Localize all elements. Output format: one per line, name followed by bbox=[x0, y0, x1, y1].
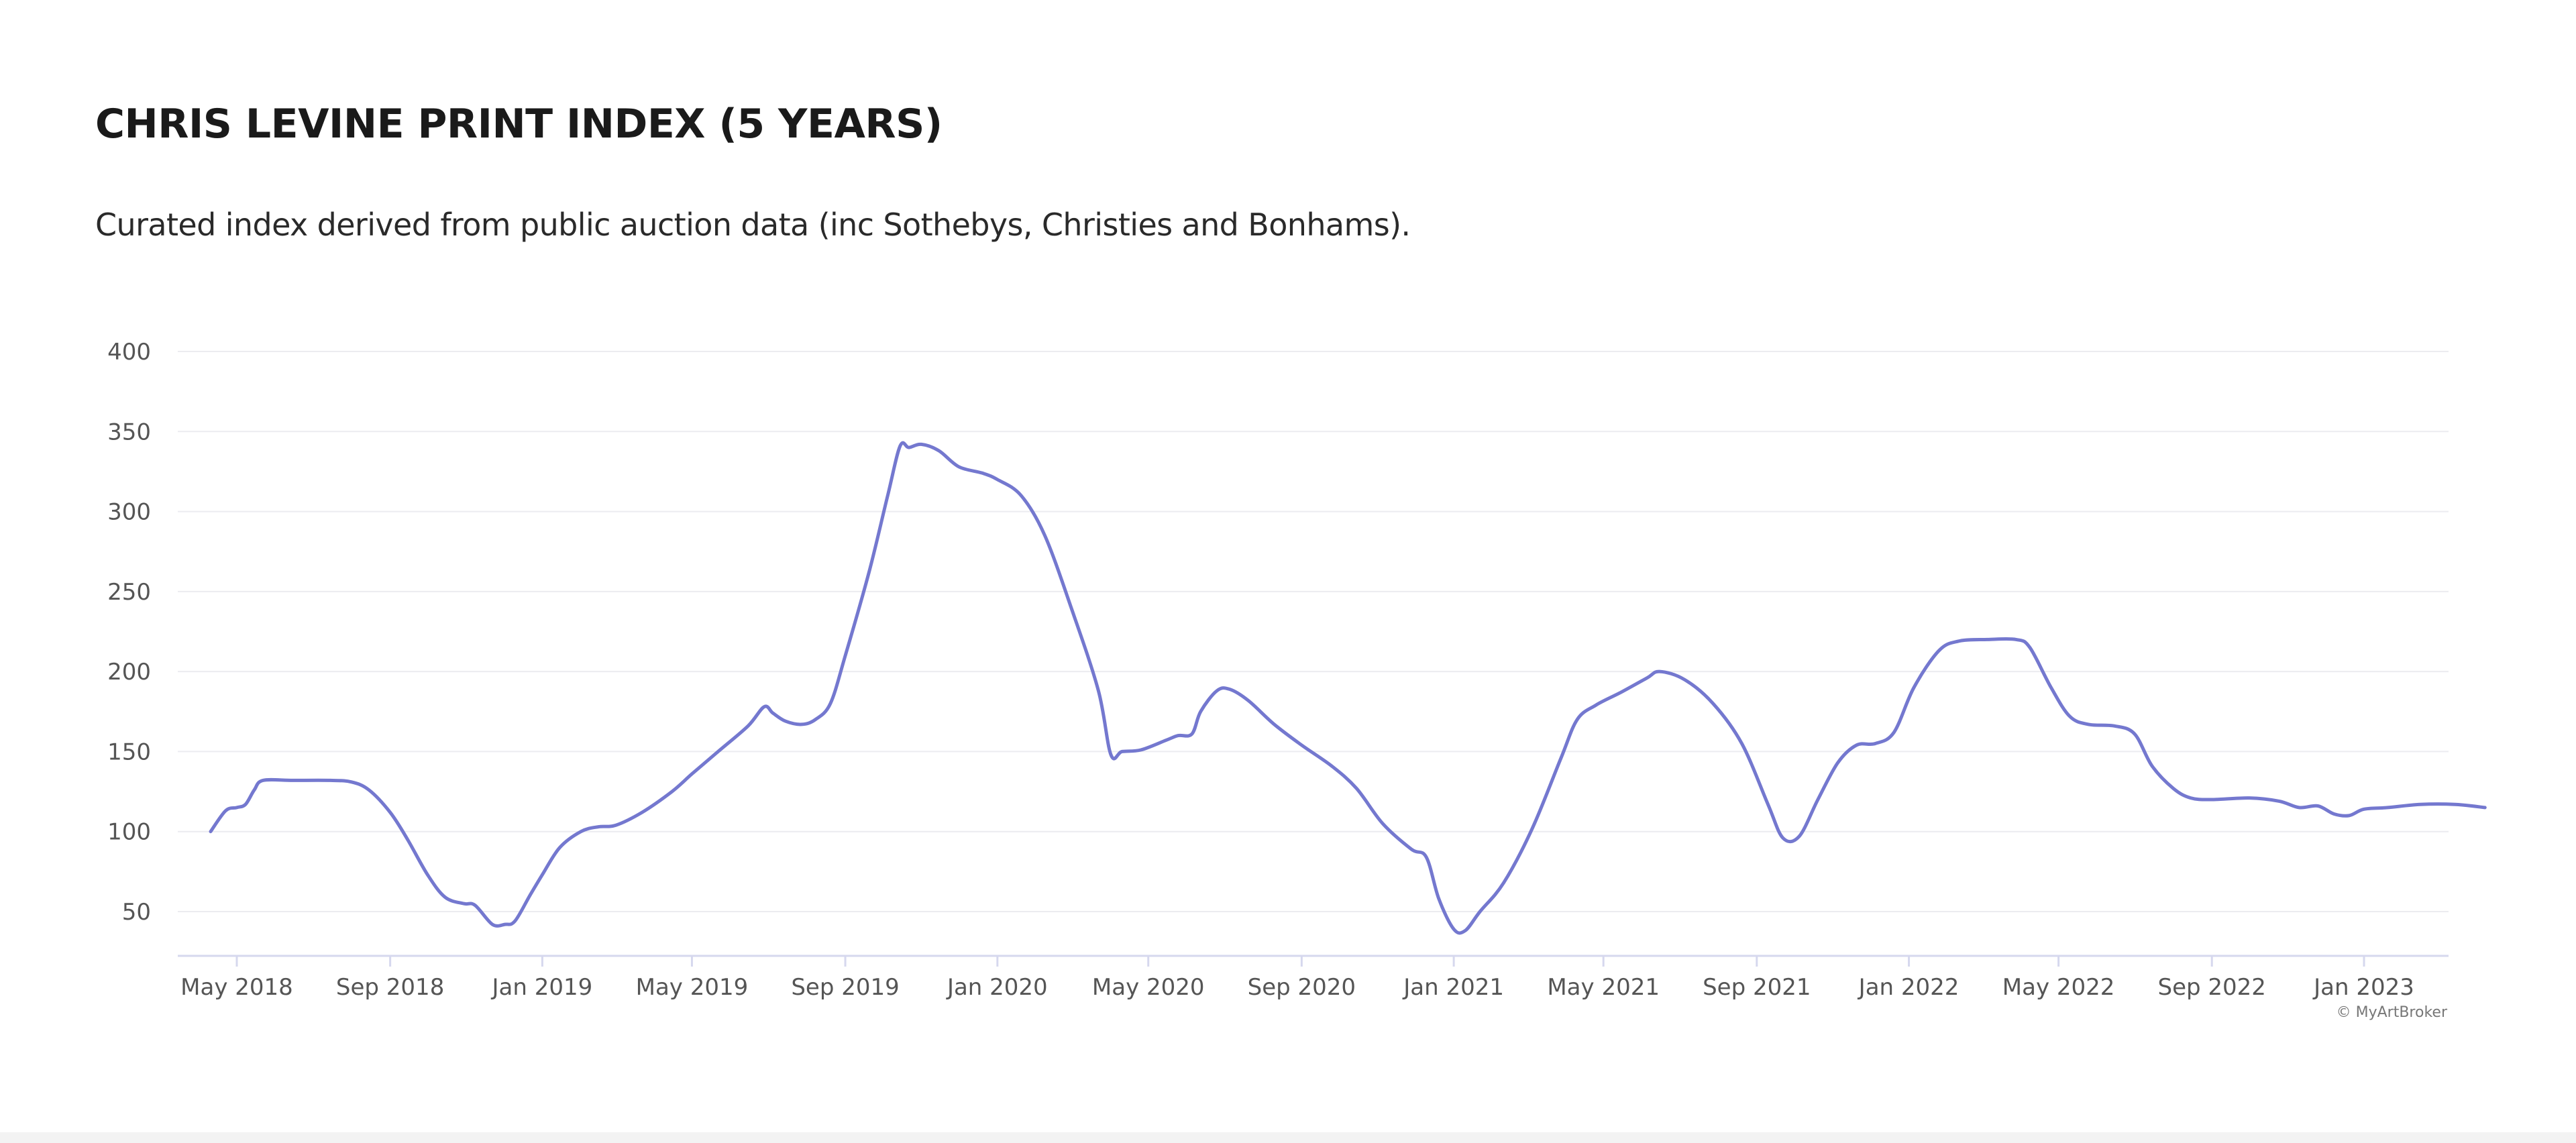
series-line-0 bbox=[209, 441, 2487, 935]
x-tick-label: Sep 2021 bbox=[1703, 974, 1811, 1001]
y-tick-label: 300 bbox=[107, 499, 151, 526]
x-tick-label: May 2019 bbox=[636, 974, 749, 1001]
y-tick-label: 100 bbox=[107, 819, 151, 846]
x-tick-label: Jan 2020 bbox=[946, 974, 1048, 1001]
y-tick-label: 350 bbox=[107, 419, 151, 445]
x-axis-labels: May 2018 Sep 2018 Jan 2019 May 2019 Sep 2019… bbox=[180, 974, 2414, 1001]
y-tick-label: 200 bbox=[107, 659, 151, 686]
x-tick-label: Sep 2018 bbox=[336, 974, 444, 1001]
x-tick-label: May 2021 bbox=[1547, 974, 1660, 1001]
x-tick-label: May 2018 bbox=[180, 974, 293, 1001]
x-tick-label: Sep 2019 bbox=[791, 974, 899, 1001]
gridlines bbox=[178, 351, 2449, 912]
footer-band bbox=[0, 1132, 2576, 1143]
x-tick-label: Jan 2023 bbox=[2312, 974, 2414, 1001]
y-tick-label: 400 bbox=[107, 339, 151, 366]
x-tick-label: Jan 2022 bbox=[1858, 974, 1960, 1001]
series-points bbox=[210, 444, 2485, 931]
x-tick-label: May 2022 bbox=[2002, 974, 2115, 1001]
chart-subtitle: Curated index derived from public auctio… bbox=[95, 207, 1411, 243]
x-axis bbox=[178, 955, 2449, 967]
y-tick-label: 150 bbox=[107, 739, 151, 765]
x-tick-label: Jan 2019 bbox=[491, 974, 593, 1001]
chart-credit: © MyArtBroker bbox=[2337, 1004, 2448, 1021]
x-tick-label: Sep 2022 bbox=[2158, 974, 2266, 1001]
series-layer bbox=[209, 441, 2487, 935]
y-axis-labels: 50 100 150 200 250 300 350 400 bbox=[107, 339, 151, 926]
chart-title: CHRIS LEVINE PRINT INDEX (5 YEARS) bbox=[95, 101, 943, 148]
y-tick-label: 50 bbox=[122, 899, 151, 926]
y-tick-label: 250 bbox=[107, 579, 151, 606]
x-tick-label: May 2020 bbox=[1092, 974, 1205, 1001]
x-tick-label: Sep 2020 bbox=[1248, 974, 1356, 1001]
x-tick-label: Jan 2021 bbox=[1402, 974, 1504, 1001]
